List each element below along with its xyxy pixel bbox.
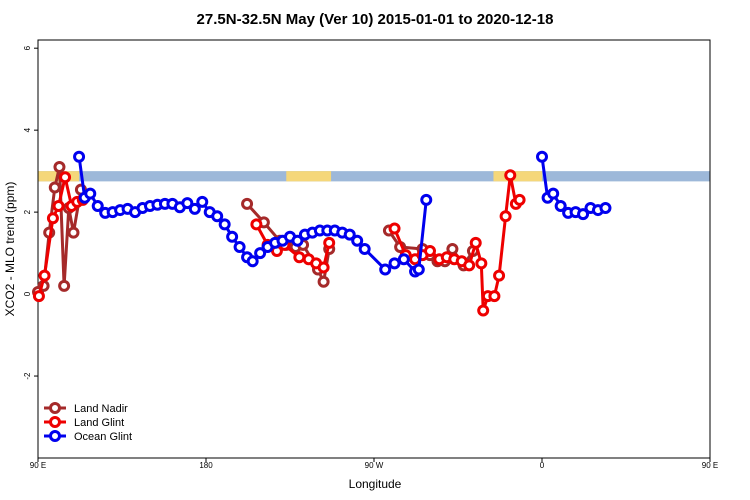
point-land-glint-32 [493,269,506,282]
point-ocean-glint-30 [291,234,304,247]
legend-item-land-glint: Land Glint [44,416,124,429]
point-ocean-glint-2 [84,187,97,200]
point-ocean-glint-42 [397,253,410,266]
point-land-glint-3 [52,199,65,212]
point-land-glint-34 [504,169,517,182]
legend-marker-land-nadir [49,402,61,414]
point-ocean-glint-25 [254,247,267,260]
y-tick-label-0: -2 [23,372,32,380]
point-land-glint-17 [388,222,401,235]
point-ocean-glint-52 [577,208,590,221]
legend: Land Nadir Land Glint Ocean Glint [44,402,132,443]
point-ocean-glint-49 [554,199,567,212]
y-tick-label-3: 4 [23,127,32,132]
point-ocean-glint-21 [226,230,239,243]
point-land-glint-28 [475,257,488,270]
point-ocean-glint-40 [379,263,392,276]
y-axis: -2 0 2 4 6 [23,45,38,380]
point-ocean-glint-15 [181,197,194,210]
y-tick-label-2: 2 [23,209,32,214]
point-land-glint-33 [499,210,512,223]
point-ocean-glint-55 [599,202,612,215]
y-tick-label-1: 0 [23,291,32,296]
point-land-nadir-5 [58,279,71,292]
point-land-glint-15 [317,261,330,274]
point-land-glint-29 [477,304,490,317]
legend-label-land-glint: Land Glint [74,417,124,429]
x-tick-label-1: 180 [199,461,213,470]
point-land-glint-21 [424,245,436,258]
point-land-glint-4 [59,171,72,184]
point-ocean-glint-20 [218,218,231,231]
y-axis-label: XCO2 - MLO trend (ppm) [3,182,17,317]
band-ocean [38,171,710,182]
point-ocean-glint-16 [188,202,201,215]
point-land-nadir-4 [53,161,66,174]
point-ocean-glint-41 [388,257,401,270]
point-ocean-glint-46 [536,150,548,163]
x-tick-label-2: 90 W [365,461,384,470]
point-land-glint-8 [250,218,263,231]
point-land-nadir-3 [48,181,61,194]
band-land-1 [286,171,332,182]
point-ocean-glint-44 [412,263,425,276]
x-axis-label: Longitude [349,477,402,491]
x-tick-label-3: 0 [540,461,545,470]
legend-marker-land-glint [49,416,61,428]
series-line-land-glint-2 [393,173,521,312]
legend-item-ocean-glint: Ocean Glint [44,430,132,443]
point-land-nadir-24 [446,243,459,255]
point-land-glint-16 [323,236,336,249]
point-ocean-glint-24 [246,255,259,268]
point-ocean-glint-0 [73,150,86,163]
point-land-glint-31 [488,290,501,303]
y-tick-label-4: 6 [23,45,32,50]
x-tick-label-0: 90 E [30,461,46,470]
point-ocean-glint-38 [351,234,364,247]
legend-item-land-nadir: Land Nadir [44,402,128,415]
point-ocean-glint-3 [91,199,104,212]
plot-frame [37,39,711,459]
chart-title: 27.5N-32.5N May (Ver 10) 2015-01-01 to 2… [197,11,554,28]
legend-marker-ocean-glint [49,430,61,442]
band-land-2 [493,171,542,182]
point-land-glint-12 [293,251,306,264]
point-land-nadir-7 [67,226,80,239]
point-land-glint-26 [463,259,476,272]
point-land-glint-2 [46,212,59,225]
point-land-glint-36 [513,193,526,206]
point-ocean-glint-48 [547,187,560,200]
point-ocean-glint-45 [420,193,433,206]
series-layer [32,150,612,317]
point-ocean-glint-37 [343,228,356,241]
legend-label-land-nadir: Land Nadir [74,403,128,415]
point-ocean-glint-22 [233,240,246,253]
point-ocean-glint-19 [211,210,224,223]
point-ocean-glint-39 [358,243,371,255]
surface-band [38,171,710,182]
point-ocean-glint-17 [196,195,209,208]
legend-label-ocean-glint: Ocean Glint [74,431,132,443]
x-axis: 90 E 180 90 W 0 90 E [30,458,718,470]
point-land-nadir-16 [317,275,330,288]
point-land-glint-27 [469,236,482,249]
point-land-glint-1 [38,269,51,282]
point-land-glint-0 [32,290,45,303]
point-land-nadir-9 [241,197,254,210]
x-tick-label-4: 90 E [702,461,718,470]
